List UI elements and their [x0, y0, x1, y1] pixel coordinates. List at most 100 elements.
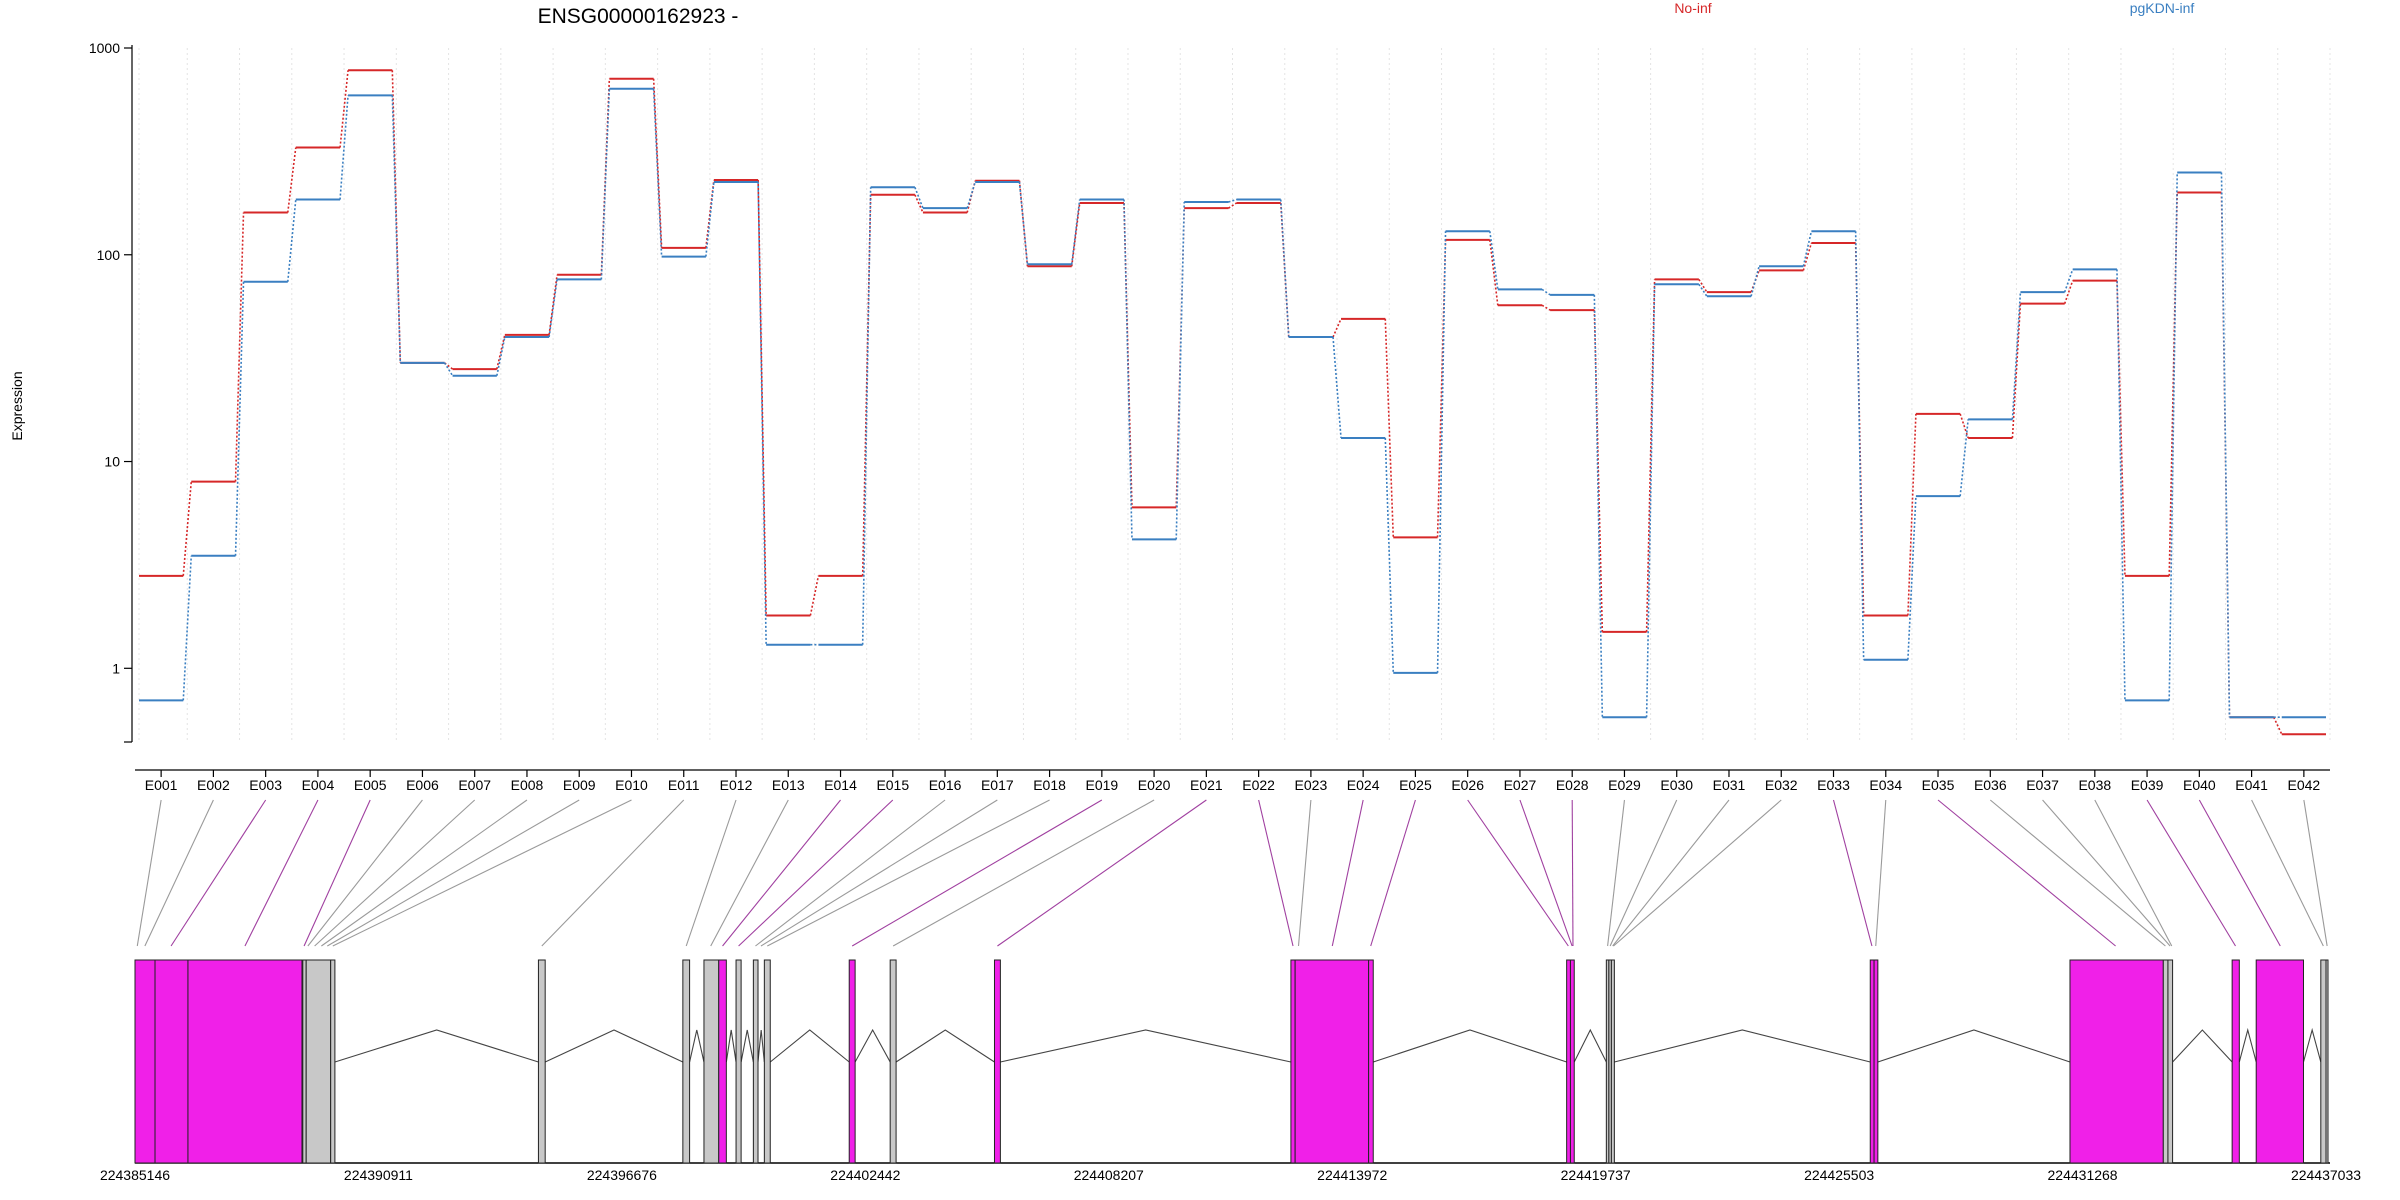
- intron-line: [2302, 1027, 2322, 1063]
- y-tick-label: 1: [112, 660, 120, 676]
- exon-block: [302, 959, 307, 1164]
- x-tick-label-e036: E036: [1974, 777, 2007, 793]
- coordinate-label: 224425503: [1804, 1167, 1874, 1183]
- series-connector: [914, 194, 924, 213]
- x-tick-label-e041: E041: [2235, 777, 2268, 793]
- series-connector: [652, 78, 663, 248]
- exon-block: [154, 959, 189, 1164]
- series-connector: [861, 194, 872, 576]
- series-connector: [2168, 172, 2179, 701]
- x-tick-label-e017: E017: [981, 777, 1014, 793]
- connector-e026: [1467, 799, 1569, 947]
- series-connector: [1070, 199, 1081, 265]
- series-connector: [234, 281, 245, 556]
- series-connector: [757, 179, 767, 616]
- x-tick-label-e027: E027: [1504, 777, 1537, 793]
- intron-line: [334, 1029, 539, 1063]
- series-connector: [1384, 318, 1395, 538]
- exon-block: [1869, 959, 1875, 1164]
- x-tick-label-e011: E011: [668, 777, 700, 793]
- connector-e029: [1607, 799, 1626, 947]
- connector-e022: [1258, 799, 1294, 947]
- connector-e013: [710, 799, 789, 947]
- connector-e009: [327, 799, 580, 947]
- connector-e018: [767, 799, 1050, 947]
- series-connector: [1698, 278, 1708, 293]
- intron-line: [1573, 1028, 1607, 1063]
- connector-e023: [1297, 799, 1312, 947]
- x-tick-label-e008: E008: [511, 777, 544, 793]
- series-connector: [496, 334, 506, 370]
- exon-block: [1566, 959, 1571, 1164]
- connector-e031: [1612, 799, 1730, 947]
- x-tick-label-e001: E001: [145, 777, 178, 793]
- intron-line: [1000, 1029, 1292, 1063]
- exon-block: [889, 959, 897, 1164]
- intron-line: [2238, 1027, 2257, 1063]
- series-connector: [1436, 239, 1447, 538]
- intron-line: [895, 1029, 995, 1063]
- exon-block: [1610, 959, 1615, 1164]
- x-tick-label-e014: E014: [824, 777, 857, 793]
- series-connector: [1802, 231, 1813, 267]
- exon-block: [187, 959, 303, 1164]
- x-tick-label-e028: E028: [1556, 777, 1589, 793]
- connector-e030: [1609, 799, 1678, 947]
- exon-block: [2231, 959, 2240, 1164]
- series-connector: [443, 362, 454, 377]
- x-tick-label-e030: E030: [1660, 777, 1693, 793]
- connector-e014: [722, 799, 841, 947]
- connector-e034: [1875, 799, 1887, 947]
- coordinate-label: 224431268: [2048, 1167, 2118, 1183]
- y-tick-label: 100: [97, 247, 121, 263]
- x-tick-label-e015: E015: [876, 777, 909, 793]
- intron-line: [725, 1029, 737, 1063]
- connector-e042: [2303, 799, 2328, 947]
- x-tick-label-e033: E033: [1817, 777, 1850, 793]
- coordinate-label: 224385146: [100, 1167, 170, 1183]
- series-connector: [1698, 283, 1708, 297]
- connector-e005: [303, 799, 371, 947]
- series-connector: [391, 70, 402, 363]
- x-tick-label-e009: E009: [563, 777, 596, 793]
- x-tick-label-e002: E002: [197, 777, 230, 793]
- exon-block: [537, 959, 546, 1164]
- x-tick-label-e032: E032: [1765, 777, 1798, 793]
- series-connector: [1854, 231, 1865, 660]
- series-connector: [1907, 496, 1917, 660]
- intron-line: [2172, 1029, 2233, 1063]
- exon-block: [2320, 959, 2327, 1164]
- connector-e016: [755, 799, 946, 947]
- exon-block: [1290, 959, 1296, 1164]
- expression-series: [139, 69, 2326, 736]
- series-connector: [339, 70, 349, 148]
- coordinate-label: 224390911: [344, 1167, 413, 1183]
- series-connector: [1332, 336, 1342, 439]
- x-tick-label-e004: E004: [302, 777, 335, 793]
- series-connector: [286, 199, 297, 282]
- series-connector: [2063, 280, 2074, 304]
- series-connector: [757, 181, 767, 645]
- axes: 1 10 100 1000 E001 E002 E003 E004 E005 E006 E007 E0…: [89, 40, 2330, 793]
- y-axis-label: Expression: [9, 371, 25, 440]
- x-tick-label-e016: E016: [929, 777, 962, 793]
- exon-block: [2255, 959, 2304, 1164]
- y-tick-label: 10: [104, 454, 120, 470]
- series-connector: [2011, 292, 2022, 420]
- series-connector: [2220, 172, 2231, 718]
- connector-e002: [144, 799, 214, 947]
- exon-block: [330, 959, 336, 1164]
- connector-e033: [1832, 799, 1873, 947]
- coordinate-label: 224396676: [587, 1167, 657, 1183]
- x-tick-label-e035: E035: [1922, 777, 1955, 793]
- x-tick-label-e013: E013: [772, 777, 805, 793]
- connector-e008: [321, 799, 528, 947]
- intron-line: [769, 1029, 850, 1063]
- connector-e003: [170, 799, 267, 947]
- coordinate-label: 224402442: [830, 1167, 900, 1183]
- chart-title: ENSG00000162923 -: [538, 5, 739, 28]
- connector-e012: [685, 799, 737, 947]
- series-connector: [1279, 199, 1290, 338]
- intron-line: [1373, 1029, 1567, 1063]
